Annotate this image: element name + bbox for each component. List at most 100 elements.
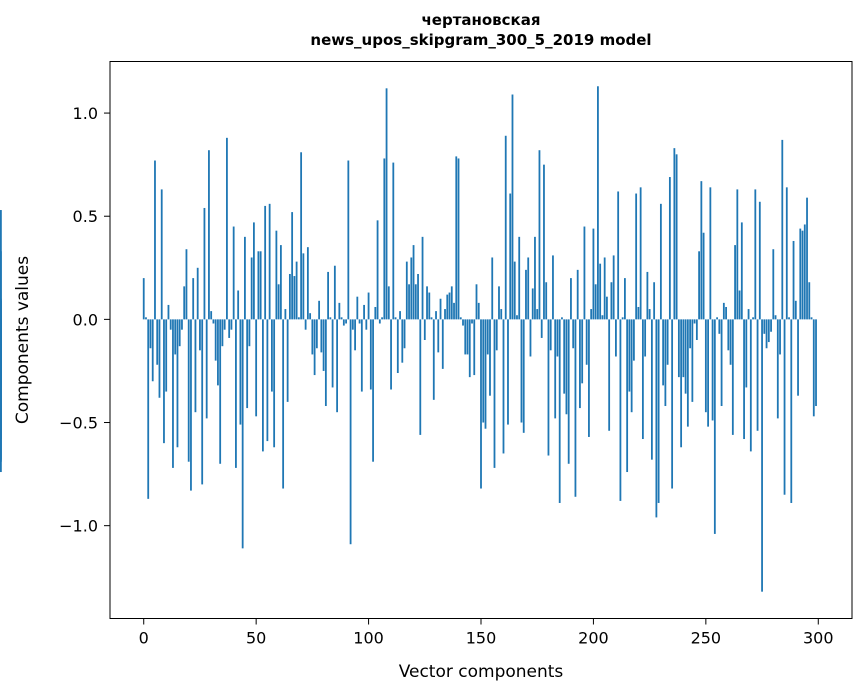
bar [446,294,449,320]
bar [212,319,215,324]
bar [340,317,343,320]
bar [190,319,192,491]
bar [174,319,177,355]
bar [142,278,145,320]
bar [351,319,354,330]
bar [455,156,458,320]
bar [806,197,808,320]
bar [349,319,352,545]
bar [419,319,422,435]
bar [579,319,581,409]
bar [561,317,563,320]
bar [633,319,635,361]
bar [270,319,273,392]
bar [277,284,280,320]
bar [477,302,480,320]
bar [486,319,489,355]
bar [615,319,617,357]
bar [743,319,745,440]
bar [462,319,464,326]
bar [570,278,572,320]
bar [540,319,543,338]
bar [686,319,689,427]
bar [324,319,327,407]
bar [201,319,204,485]
bar [603,257,606,320]
bar [417,273,419,320]
bar [590,309,593,320]
bar [666,319,669,365]
bar [761,319,763,592]
bar [304,319,307,330]
bar [441,319,444,369]
bar [770,319,772,332]
bar [430,317,433,320]
bar [597,86,599,320]
bar [457,158,460,320]
bar [659,203,662,320]
bar [624,278,626,320]
bar [208,150,210,320]
bar [203,207,206,320]
bar [637,306,640,320]
bar [608,319,611,431]
bar [689,319,692,349]
bar [574,319,577,497]
chart-title-line: чертановская [421,11,540,29]
bar [671,319,674,489]
bar [525,269,527,320]
bar [513,261,516,320]
bar [394,317,397,320]
bar [736,189,739,320]
bar [279,245,282,320]
bar [635,193,638,320]
bar [336,319,338,413]
bar [468,319,471,378]
bar [583,226,586,320]
bar [691,319,694,402]
bar [297,317,300,320]
bar [385,88,388,320]
bar [205,319,208,419]
bar [387,286,390,320]
bar [163,319,165,444]
bar [489,319,491,396]
bar [772,249,775,320]
bars-group [0,86,817,592]
bar [199,319,201,351]
bar [545,282,548,320]
bar [396,319,399,374]
bar [329,317,332,320]
bar [414,284,417,320]
bar [459,317,462,320]
bar [790,319,793,503]
bar [421,236,424,320]
bar [617,191,620,320]
bar [172,319,174,468]
bar [196,267,199,320]
chart-title-line: news_upos_skipgram_300_5_2019 model [310,31,651,49]
bar [295,261,298,320]
bar [716,317,718,320]
bar [453,302,455,320]
bar [383,158,386,320]
x-tick-label: 100 [353,629,384,648]
bar [313,319,316,376]
bar [511,94,514,320]
bar [0,319,2,462]
bar [149,319,152,349]
x-tick-label: 150 [466,629,497,648]
y-axis: −1.0 −0.5 0.0 0.5 1.0 [59,104,110,536]
bar [147,319,150,499]
bar [628,319,631,392]
bar [534,236,536,320]
bar [675,154,678,320]
bar [552,255,554,320]
bar [342,319,345,326]
bar [581,319,584,384]
y-tick-label: −0.5 [59,414,98,433]
bar [740,222,743,320]
bar [556,319,559,357]
bar [529,319,532,357]
